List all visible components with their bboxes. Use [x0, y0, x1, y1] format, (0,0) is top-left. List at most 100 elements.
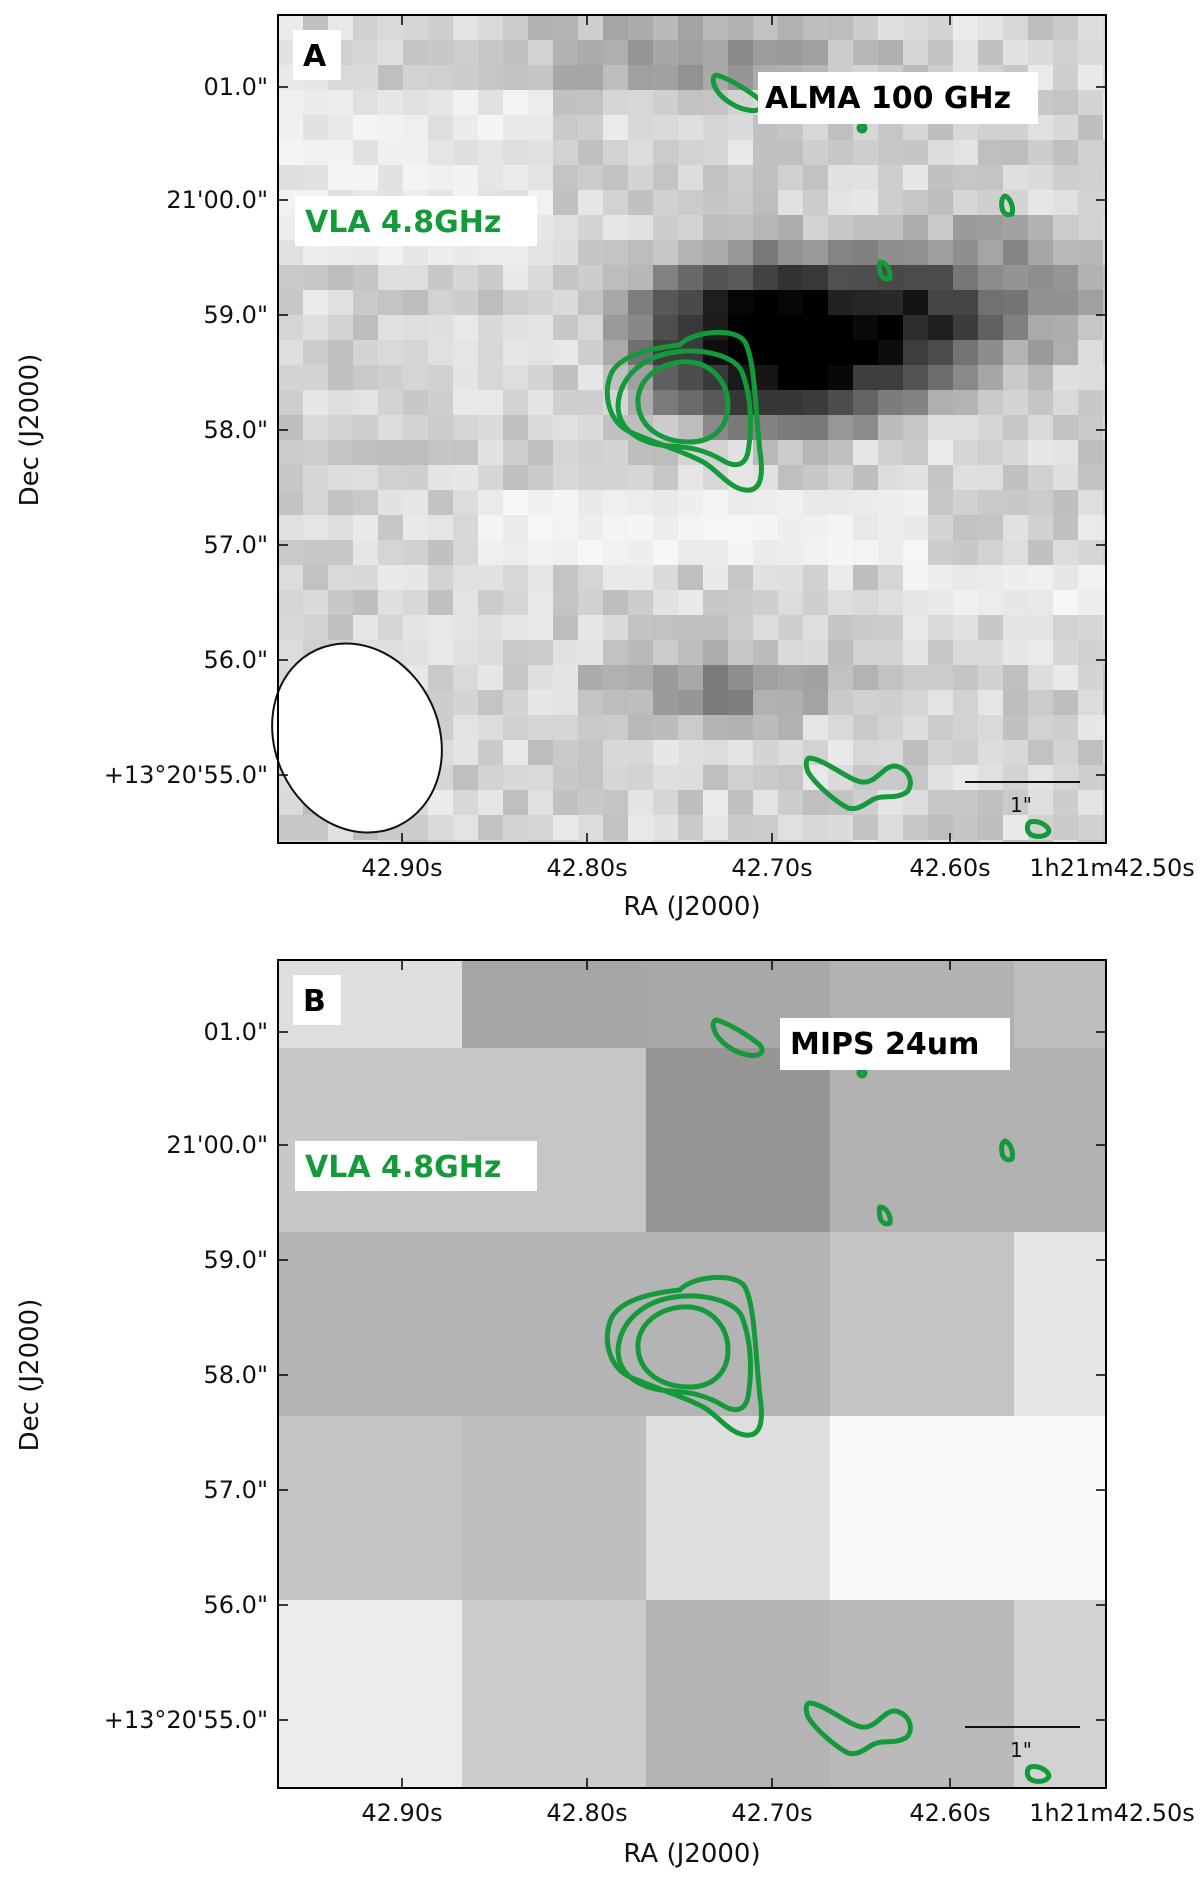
image-pixel: [953, 640, 979, 666]
panel-b-band-label: MIPS 24um: [790, 1027, 979, 1062]
image-pixel: [478, 365, 504, 391]
image-pixel: [1103, 590, 1106, 616]
image-pixel: [903, 715, 929, 741]
image-pixel: [803, 640, 829, 666]
image-pixel: [303, 265, 329, 291]
image-pixel: [978, 140, 1004, 166]
image-pixel: [578, 265, 604, 291]
image-pixel: [303, 115, 329, 141]
image-pixel: [1103, 140, 1106, 166]
panel-a: A ALMA 100 GHz VLA 4.8GHz 1" 42.90s 42.8…: [15, 14, 1195, 922]
image-pixel: [1053, 540, 1079, 566]
image-pixel: [903, 515, 929, 541]
image-pixel: [1003, 190, 1029, 216]
image-pixel: [653, 465, 679, 491]
image-pixel: [1053, 140, 1079, 166]
image-pixel: [278, 540, 304, 566]
image-pixel: [353, 115, 379, 141]
image-pixel: [953, 40, 979, 66]
image-pixel: [528, 590, 554, 616]
image-pixel: [703, 390, 729, 416]
image-pixel: [1014, 960, 1106, 1049]
image-pixel: [803, 515, 829, 541]
image-pixel: [653, 390, 679, 416]
image-pixel: [653, 90, 679, 116]
image-pixel: [778, 265, 804, 291]
image-pixel: [378, 615, 404, 641]
image-pixel: [978, 415, 1004, 441]
panel-b-xlabel: RA (J2000): [623, 1839, 760, 1869]
image-pixel: [403, 540, 429, 566]
image-pixel: [628, 615, 654, 641]
image-pixel: [503, 65, 529, 91]
image-pixel: [678, 715, 704, 741]
image-pixel: [278, 415, 304, 441]
image-pixel: [378, 65, 404, 91]
contour-main-inner: [635, 359, 731, 445]
image-pixel: [878, 640, 904, 666]
image-pixel: [528, 565, 554, 591]
image-pixel: [403, 90, 429, 116]
image-pixel: [403, 365, 429, 391]
image-pixel: [853, 15, 879, 41]
image-pixel: [853, 415, 879, 441]
image-pixel: [403, 490, 429, 516]
panel-b-ytick-0: 01.0": [204, 1018, 268, 1046]
image-pixel: [953, 690, 979, 716]
image-pixel: [1003, 440, 1029, 466]
image-pixel: [1103, 415, 1106, 441]
image-pixel: [553, 65, 579, 91]
image-pixel: [853, 465, 879, 491]
image-pixel: [353, 165, 379, 191]
image-pixel: [403, 140, 429, 166]
image-pixel: [303, 490, 329, 516]
image-pixel: [903, 215, 929, 241]
image-pixel: [628, 290, 654, 316]
image-pixel: [603, 315, 629, 341]
image-pixel: [378, 390, 404, 416]
image-pixel: [1053, 340, 1079, 366]
panel-b-ticks: [278, 960, 1107, 1788]
image-pixel: [453, 490, 479, 516]
image-pixel: [753, 740, 779, 766]
image-pixel: [678, 590, 704, 616]
image-pixel: [978, 690, 1004, 716]
panel-a-xtick-0: 42.90s: [361, 854, 442, 882]
image-pixel: [1103, 365, 1106, 391]
image-pixel: [928, 165, 954, 191]
image-pixel: [528, 465, 554, 491]
image-pixel: [1003, 390, 1029, 416]
image-pixel: [753, 15, 779, 41]
image-pixel: [828, 15, 854, 41]
image-pixel: [953, 290, 979, 316]
image-pixel: [653, 240, 679, 266]
image-pixel: [278, 365, 304, 391]
image-pixel: [928, 840, 954, 843]
image-pixel: [1003, 290, 1029, 316]
image-pixel: [278, 90, 304, 116]
image-pixel: [1078, 715, 1104, 741]
image-pixel: [1003, 165, 1029, 191]
image-pixel: [1078, 15, 1104, 41]
image-pixel: [703, 490, 729, 516]
image-pixel: [603, 590, 629, 616]
image-pixel: [478, 390, 504, 416]
image-pixel: [1078, 740, 1104, 766]
image-pixel: [803, 165, 829, 191]
image-pixel: [553, 815, 579, 841]
image-pixel: [478, 540, 504, 566]
image-pixel: [578, 315, 604, 341]
panel-b-ytick-2: 59.0": [204, 1246, 268, 1274]
image-pixel: [603, 15, 629, 41]
image-pixel: [278, 515, 304, 541]
image-pixel: [453, 515, 479, 541]
image-pixel: [928, 265, 954, 291]
image-pixel: [878, 315, 904, 341]
image-pixel: [903, 165, 929, 191]
image-pixel: [628, 515, 654, 541]
image-pixel: [1003, 840, 1029, 843]
image-pixel: [303, 615, 329, 641]
panel-b-ytick-3: 58.0": [204, 1361, 268, 1389]
image-pixel: [1103, 390, 1106, 416]
image-pixel: [462, 1600, 647, 1788]
